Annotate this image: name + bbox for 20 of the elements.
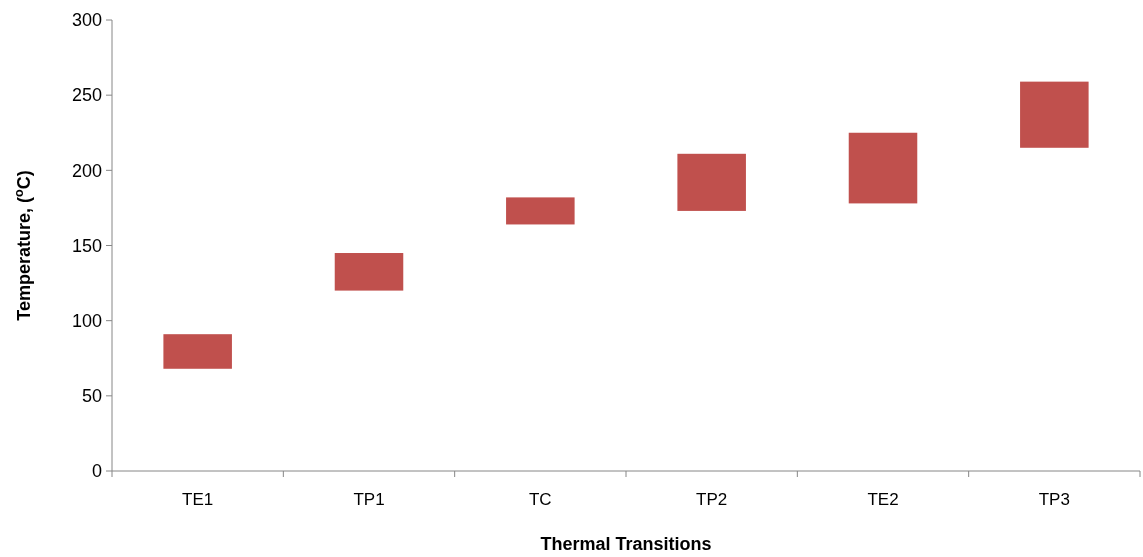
x-axis-title: Thermal Transitions: [540, 534, 712, 554]
bar: [506, 197, 575, 225]
x-tick-label: TP2: [696, 490, 728, 509]
y-tick-label: 0: [91, 461, 102, 482]
bar: [848, 132, 918, 204]
x-tick-label: TE1: [182, 490, 214, 509]
x-tick-label: TC: [529, 490, 552, 509]
bar: [334, 253, 404, 291]
x-tick-label: TP3: [1038, 490, 1070, 509]
y-tick-label: 250: [71, 85, 102, 106]
y-tick-label: 150: [71, 235, 102, 256]
x-tick-label: TP1: [353, 490, 385, 509]
y-tick-label: 100: [71, 310, 102, 331]
bar: [163, 334, 232, 369]
y-tick-label: 200: [71, 160, 102, 181]
x-tick-label: TE2: [867, 490, 899, 509]
bar: [1020, 81, 1089, 148]
bar: [677, 153, 746, 211]
y-tick-label: 50: [81, 386, 102, 407]
y-tick-label: 300: [71, 10, 102, 31]
